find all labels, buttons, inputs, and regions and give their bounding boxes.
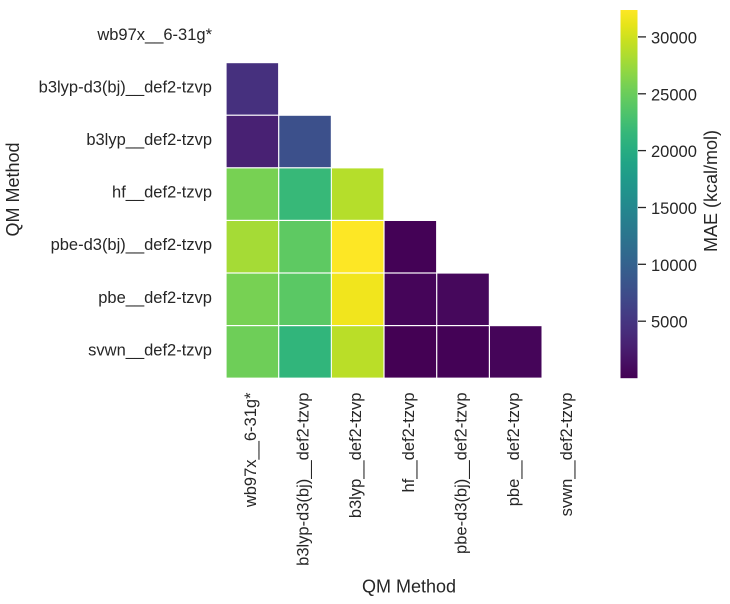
svg-text:30000: 30000 <box>651 29 697 47</box>
svg-text:b3lyp-d3(bj)__def2-tzvp: b3lyp-d3(bj)__def2-tzvp <box>39 78 212 96</box>
svg-text:25000: 25000 <box>651 86 697 104</box>
svg-text:pbe-d3(bj)__def2-tzvp: pbe-d3(bj)__def2-tzvp <box>51 236 212 254</box>
svg-text:5000: 5000 <box>651 314 688 332</box>
svg-text:pbe__def2-tzvp: pbe__def2-tzvp <box>505 393 523 507</box>
svg-text:svwn__def2-tzvp: svwn__def2-tzvp <box>88 341 212 359</box>
svg-text:b3lyp__def2-tzvp: b3lyp__def2-tzvp <box>86 131 212 149</box>
svg-text:b3lyp-d3(bj)__def2-tzvp: b3lyp-d3(bj)__def2-tzvp <box>295 393 313 566</box>
svg-text:pbe__def2-tzvp: pbe__def2-tzvp <box>98 289 212 307</box>
svg-text:pbe-d3(bj)__def2-tzvp: pbe-d3(bj)__def2-tzvp <box>453 393 471 554</box>
svg-text:svwn__def2-tzvp: svwn__def2-tzvp <box>558 393 576 517</box>
svg-text:15000: 15000 <box>651 200 697 218</box>
svg-text:QM Method: QM Method <box>362 577 456 597</box>
svg-text:MAE (kcal/mol): MAE (kcal/mol) <box>701 130 721 252</box>
svg-text:wb97x__6-31g*: wb97x__6-31g* <box>242 392 260 508</box>
svg-text:20000: 20000 <box>651 143 697 161</box>
svg-text:b3lyp__def2-tzvp: b3lyp__def2-tzvp <box>347 393 365 519</box>
svg-text:QM Method: QM Method <box>3 142 23 236</box>
svg-text:wb97x__6-31g*: wb97x__6-31g* <box>96 26 212 44</box>
svg-text:10000: 10000 <box>651 257 697 275</box>
svg-text:hf__def2-tzvp: hf__def2-tzvp <box>400 393 418 493</box>
svg-text:hf__def2-tzvp: hf__def2-tzvp <box>112 184 212 202</box>
